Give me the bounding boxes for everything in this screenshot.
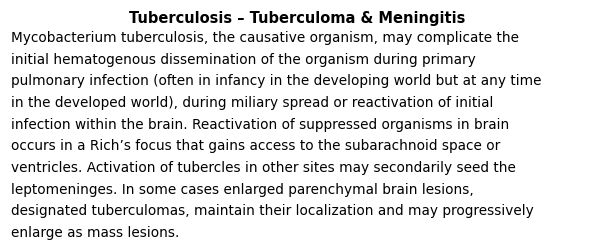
Text: Tuberculosis – Tuberculoma & Meningitis: Tuberculosis – Tuberculoma & Meningitis xyxy=(129,11,466,26)
Text: leptomeninges. In some cases enlarged parenchymal brain lesions,: leptomeninges. In some cases enlarged pa… xyxy=(11,183,474,197)
Text: occurs in a Rich’s focus that gains access to the subarachnoid space or: occurs in a Rich’s focus that gains acce… xyxy=(11,139,500,153)
Text: enlarge as mass lesions.: enlarge as mass lesions. xyxy=(11,226,179,240)
Text: initial hematogenous dissemination of the organism during primary: initial hematogenous dissemination of th… xyxy=(11,53,475,67)
Text: designated tuberculomas, maintain their localization and may progressively: designated tuberculomas, maintain their … xyxy=(11,204,534,218)
Text: in the developed world), during miliary spread or reactivation of initial: in the developed world), during miliary … xyxy=(11,96,493,110)
Text: Mycobacterium tuberculosis, the causative organism, may complicate the: Mycobacterium tuberculosis, the causativ… xyxy=(11,31,519,45)
Text: pulmonary infection (often in infancy in the developing world but at any time: pulmonary infection (often in infancy in… xyxy=(11,74,541,88)
Text: ventricles. Activation of tubercles in other sites may secondarily seed the: ventricles. Activation of tubercles in o… xyxy=(11,161,516,175)
Text: infection within the brain. Reactivation of suppressed organisms in brain: infection within the brain. Reactivation… xyxy=(11,118,509,132)
